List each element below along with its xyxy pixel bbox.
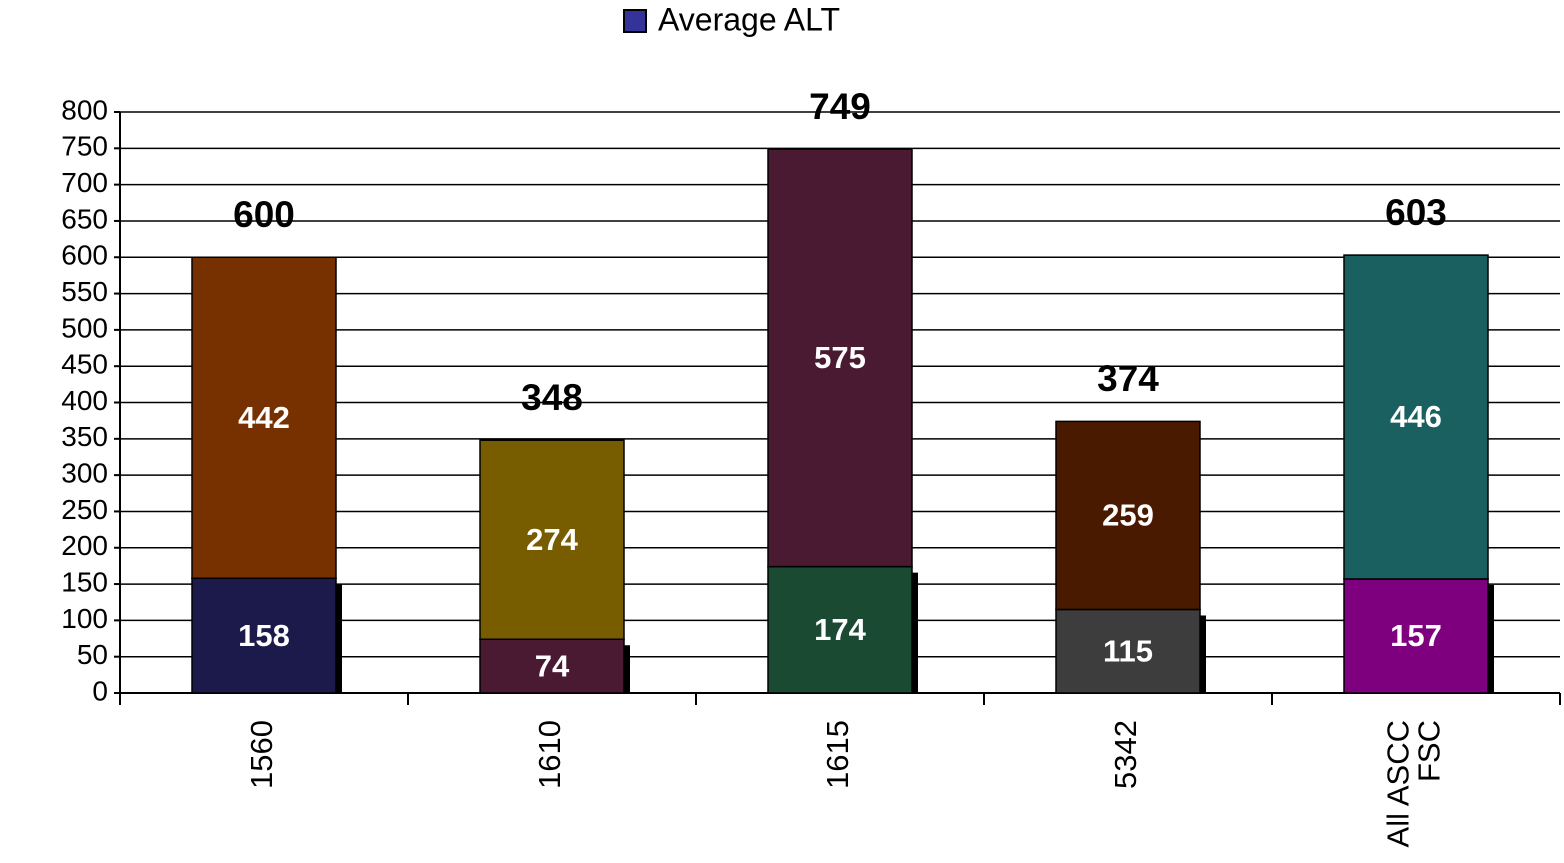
value-label: 115 <box>1103 633 1153 668</box>
y-tick-label: 400 <box>61 385 108 416</box>
legend-label: Average ALT <box>658 1 840 37</box>
y-tick-label: 650 <box>61 203 108 234</box>
y-tick-label: 0 <box>92 675 108 706</box>
x-tick-label: 1560 <box>244 720 279 789</box>
y-tick-label: 50 <box>77 639 108 670</box>
bar-segment <box>479 439 625 641</box>
value-label: 74 <box>535 648 570 683</box>
y-tick-label: 150 <box>61 566 108 597</box>
y-tick-label: 250 <box>61 494 108 525</box>
value-label: 442 <box>238 400 290 435</box>
y-tick-label: 500 <box>61 312 108 343</box>
y-tick-label: 100 <box>61 603 108 634</box>
value-label: 157 <box>1390 618 1442 653</box>
bar-segment <box>191 577 337 694</box>
value-label: 174 <box>814 612 866 647</box>
y-tick-label: 700 <box>61 167 108 198</box>
bar-segment <box>1055 608 1201 694</box>
value-label: 446 <box>1390 399 1442 434</box>
value-label: 259 <box>1102 498 1154 533</box>
y-tick-label: 800 <box>61 94 108 125</box>
x-tick-label: 1615 <box>820 720 855 789</box>
value-label: 575 <box>814 340 866 375</box>
y-tick-label: 450 <box>61 349 108 380</box>
value-label: 158 <box>238 618 290 653</box>
y-tick-label: 750 <box>61 131 108 162</box>
bar-segment <box>1343 578 1489 694</box>
legend-swatch <box>623 9 647 33</box>
y-tick-label: 200 <box>61 530 108 561</box>
y-tick-label: 600 <box>61 240 108 271</box>
y-tick-label: 350 <box>61 421 108 452</box>
x-tick-label: 5342 <box>1108 720 1143 789</box>
bar-segment <box>1343 254 1489 580</box>
total-label: 600 <box>233 194 295 235</box>
bar-segment <box>767 148 913 568</box>
bar-segment <box>191 256 337 580</box>
total-label: 348 <box>521 377 583 418</box>
total-label: 603 <box>1385 192 1447 233</box>
total-label: 374 <box>1097 358 1159 399</box>
x-tick-label: 1610 <box>532 720 567 789</box>
bar-segment <box>479 638 625 694</box>
bar-segment <box>1055 420 1201 611</box>
y-tick-label: 550 <box>61 276 108 307</box>
value-label: 274 <box>526 522 578 557</box>
x-tick-label: All ASCCFSC <box>1381 720 1447 847</box>
total-label: 749 <box>809 86 871 127</box>
bar-segment <box>767 565 913 694</box>
y-tick-label: 300 <box>61 458 108 489</box>
